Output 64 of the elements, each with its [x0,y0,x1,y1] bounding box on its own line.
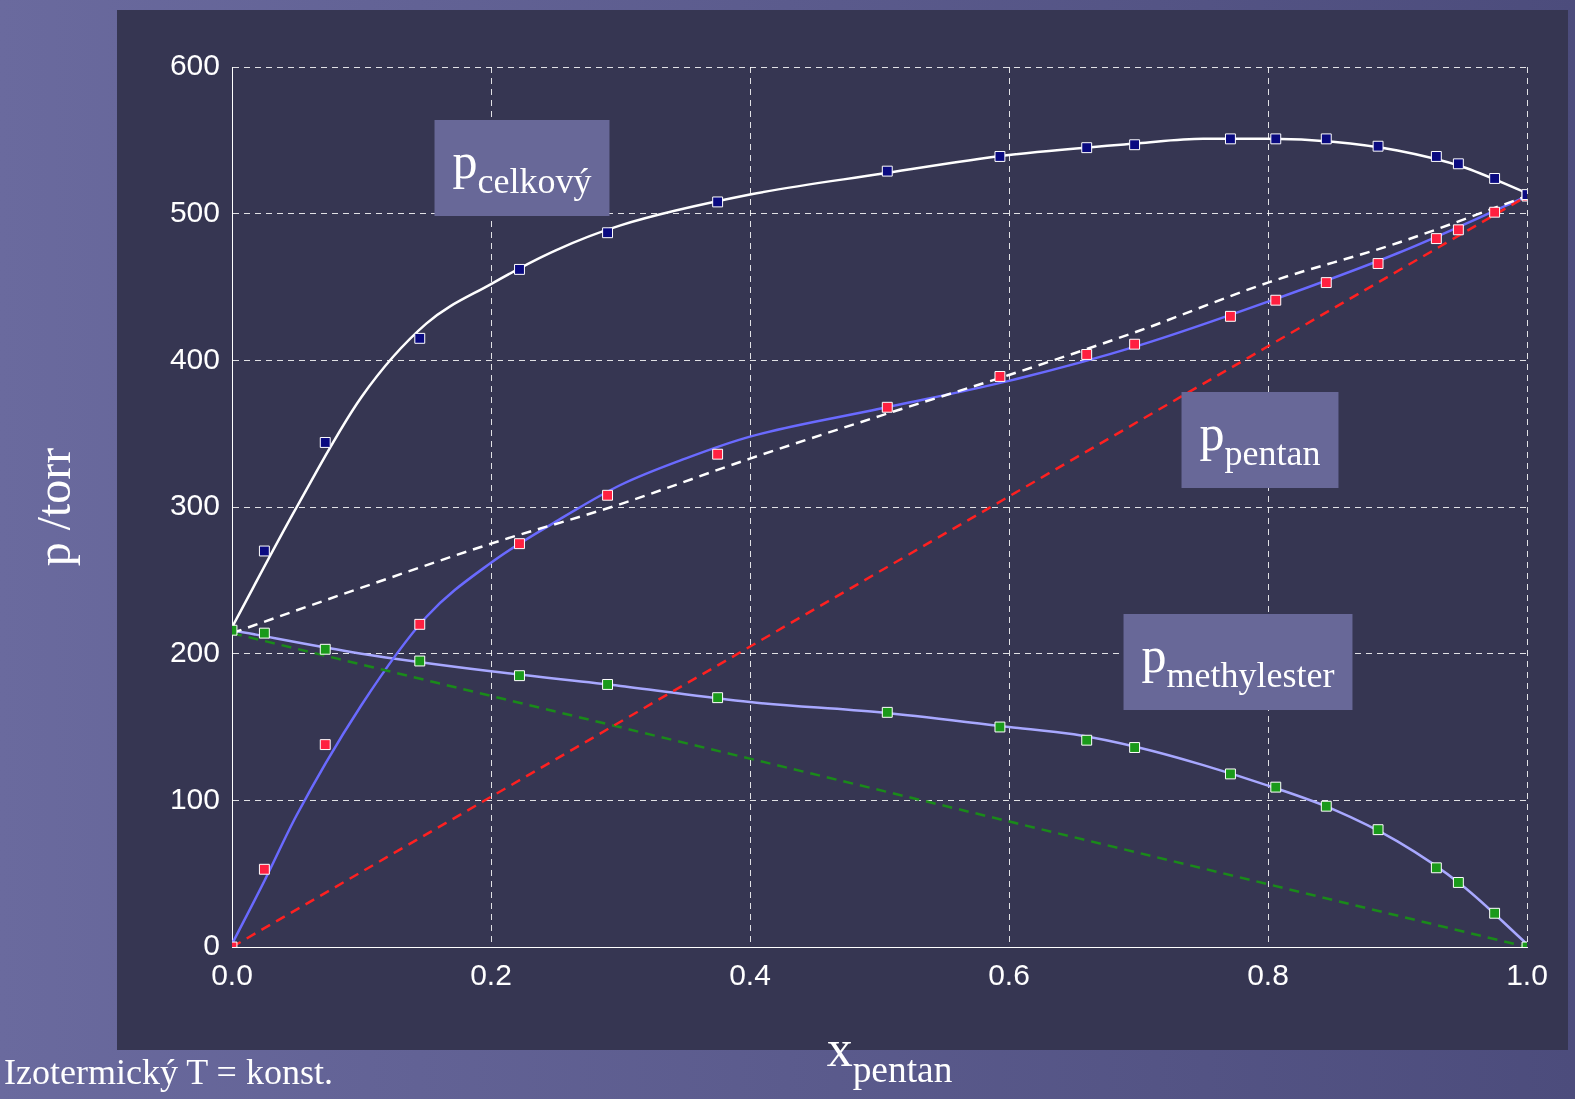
x-tick-label: 1.0 [1506,958,1548,992]
point [319,643,331,655]
point [1430,862,1442,874]
point [1270,294,1282,306]
point [994,721,1006,733]
point [1372,824,1384,836]
y-tick-label: 100 [169,781,220,815]
point [1489,173,1501,184]
point [712,692,724,704]
x-tick-label: 0.4 [729,958,771,992]
point [1129,742,1141,753]
point [881,706,893,718]
point [602,489,613,501]
point [514,670,525,682]
point [994,151,1006,162]
point [1081,734,1093,746]
point [1320,277,1332,289]
point [1372,258,1384,269]
point [1129,139,1141,151]
point [1489,206,1501,218]
point [258,863,270,875]
point [1224,310,1236,322]
x-tick-label: 0.6 [988,958,1030,992]
point [1081,142,1093,154]
y-axis-title: p /torr [27,447,80,567]
point [1452,877,1464,888]
x-tick-label: 0.8 [1247,958,1289,992]
point [602,227,613,239]
point [1320,800,1332,812]
point [602,679,613,690]
point [994,371,1006,382]
point [881,401,893,413]
point [1452,158,1464,170]
point [414,655,426,667]
point [1081,349,1093,360]
point [319,739,331,751]
point [514,263,525,275]
point [712,448,724,460]
y-tick-label: 300 [169,488,220,522]
y-tick-label: 500 [169,194,220,228]
x-tick-label: 0.2 [470,958,512,992]
point [1224,768,1236,780]
y-tick-label: 600 [169,48,220,82]
point [1129,338,1141,350]
text: Izotermický T = konst. [4,1052,333,1092]
point [258,545,270,557]
point [1430,233,1442,245]
point [712,196,724,208]
point [1489,907,1501,919]
y-tick-label: 400 [169,341,220,375]
point [881,165,893,177]
point [319,437,331,448]
y-tick-label: 200 [169,634,220,668]
point [1224,133,1236,145]
point [1372,140,1384,152]
point [414,618,426,630]
point [1452,224,1464,236]
point [1270,781,1282,793]
point [1430,151,1442,162]
point [414,332,426,344]
point [258,627,270,639]
point [1320,133,1332,145]
point [1270,133,1282,145]
point [514,538,525,550]
